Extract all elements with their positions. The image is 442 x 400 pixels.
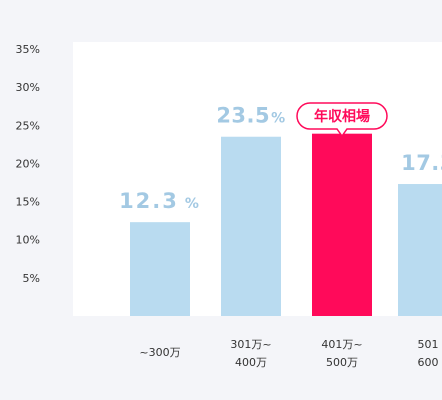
bar — [130, 222, 190, 316]
x-tick-label: 501 — [418, 338, 439, 351]
bars — [130, 133, 442, 316]
y-tick-label: 25% — [16, 119, 40, 132]
callout-label: 年収相場 — [314, 108, 370, 125]
bar — [398, 184, 442, 316]
x-tick-label: ~300万 — [139, 346, 180, 359]
callout-bubble — [296, 102, 388, 138]
value-label: 23.5% — [216, 104, 285, 128]
callout: 年収相場 — [296, 102, 388, 138]
value-label: 12.3% — [119, 189, 201, 213]
y-tick-label: 35% — [16, 43, 40, 56]
y-tick-label: 30% — [16, 81, 40, 94]
x-tick-label: 401万~ — [321, 338, 362, 351]
value-number: 17.3 — [401, 151, 442, 175]
x-tick-label: 600 — [418, 356, 439, 369]
y-axis: 5% 10% 15% 20% 25% 30% 35% — [16, 43, 40, 285]
y-tick-label: 20% — [16, 157, 40, 170]
value-unit: % — [271, 111, 286, 127]
y-tick-label: 5% — [23, 272, 40, 285]
x-tick-label: 500万 — [326, 356, 358, 369]
y-tick-label: 10% — [16, 234, 40, 247]
x-axis: ~300万 301万~ 400万 401万~ 500万 501 600 — [139, 338, 438, 369]
bar — [221, 136, 281, 316]
x-tick-label: 400万 — [235, 356, 267, 369]
value-unit: % — [185, 196, 201, 212]
x-tick-label: 301万~ — [230, 338, 271, 351]
value-number: 23.5 — [216, 104, 270, 128]
y-tick-label: 15% — [16, 196, 40, 209]
value-label: 17.3 — [401, 151, 442, 175]
bar-highlight — [312, 133, 372, 316]
value-number: 12.3 — [119, 189, 179, 213]
